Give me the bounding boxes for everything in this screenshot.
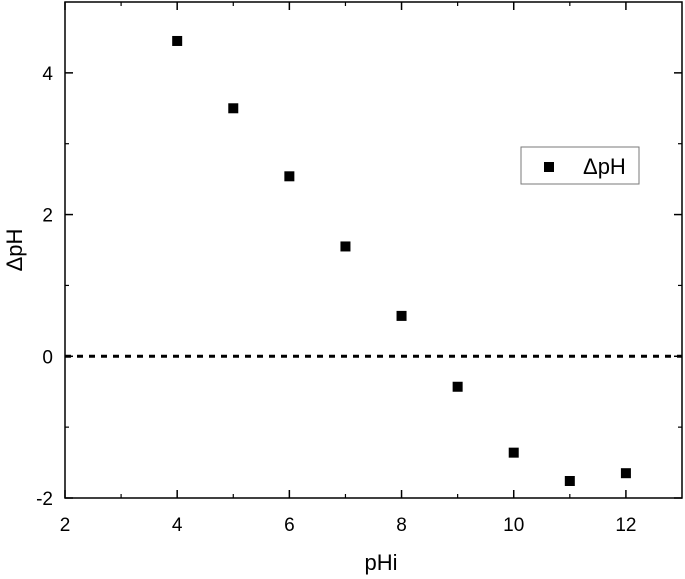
data-point bbox=[452, 381, 463, 392]
data-point bbox=[340, 241, 351, 252]
y-tick-label: 0 bbox=[42, 347, 53, 368]
data-point bbox=[620, 468, 631, 479]
y-axis-title: ΔpH bbox=[2, 229, 27, 272]
legend-label: ΔpH bbox=[583, 154, 626, 179]
data-point bbox=[228, 103, 239, 114]
x-tick-label: 6 bbox=[284, 515, 295, 536]
data-points bbox=[172, 35, 631, 486]
x-tick-label: 4 bbox=[172, 515, 183, 536]
axis-ticks bbox=[64, 2, 682, 499]
legend-box bbox=[520, 146, 640, 185]
x-tick-label: 2 bbox=[60, 515, 71, 536]
y-tick-label: 4 bbox=[42, 64, 53, 85]
legend-marker bbox=[544, 162, 554, 172]
data-point bbox=[172, 35, 183, 46]
x-tick-label: 12 bbox=[615, 515, 636, 536]
y-tick-label: 2 bbox=[42, 206, 53, 227]
data-point bbox=[564, 475, 575, 486]
x-tick-label: 8 bbox=[396, 515, 407, 536]
x-tick-labels: 2 4 6 8 10 12 bbox=[60, 515, 637, 536]
legend: ΔpH bbox=[520, 146, 640, 185]
y-tick-labels: -2 0 2 4 bbox=[36, 64, 53, 510]
data-point bbox=[396, 310, 407, 321]
data-point bbox=[508, 447, 519, 458]
plot-frame bbox=[64, 1, 683, 499]
y-tick-label: -2 bbox=[36, 489, 53, 510]
data-point bbox=[284, 171, 295, 182]
plot-area bbox=[64, 1, 683, 499]
x-tick-label: 10 bbox=[503, 515, 524, 536]
x-axis-title: pHi bbox=[364, 550, 397, 575]
